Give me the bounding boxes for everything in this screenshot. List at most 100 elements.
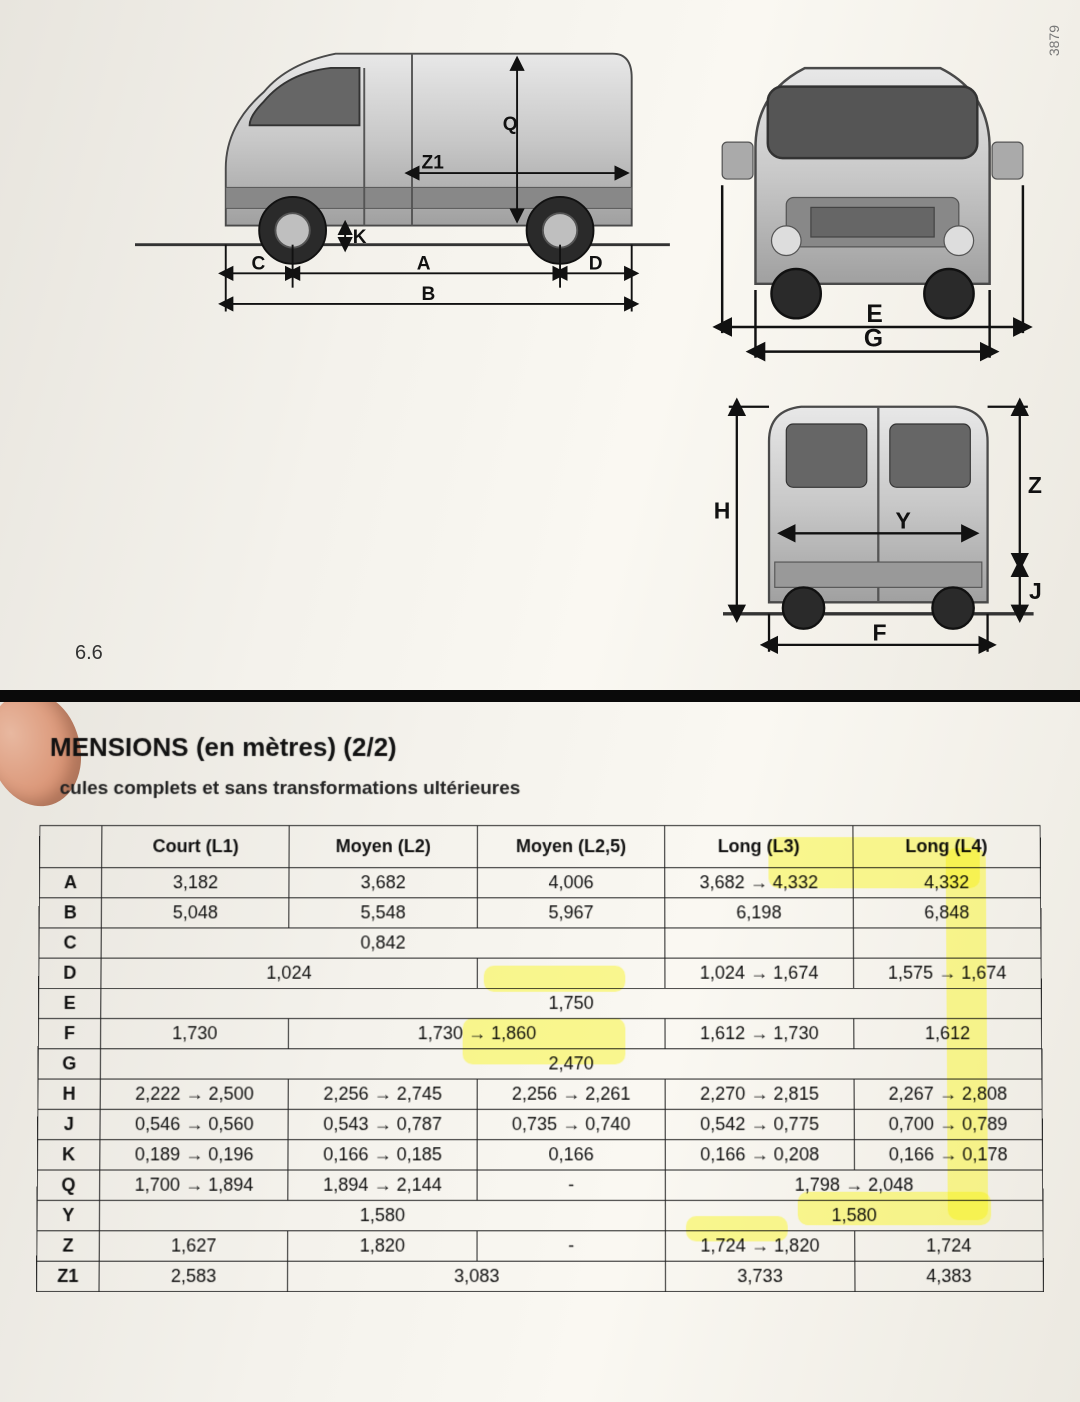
page-number: 6.6 [75, 642, 103, 665]
column-header [40, 826, 102, 868]
table-row: H2,222 → 2,5002,256 → 2,7452,256 → 2,261… [38, 1079, 1042, 1109]
table-cell: 6,848 [853, 898, 1041, 928]
table-cell: 2,270 → 2,815 [665, 1079, 853, 1109]
row-header: B [39, 898, 101, 928]
table-cell: 0,542 → 0,775 [665, 1109, 854, 1139]
table-cell: 5,548 [289, 898, 477, 928]
dim-label-D: D [589, 254, 603, 275]
table-cell: 1,724 → 1,820 [666, 1231, 855, 1261]
table-cell: 0,700 → 0,789 [854, 1109, 1043, 1139]
table-row: F1,7301,730 → 1,8601,612 → 1,7301,612 [38, 1019, 1042, 1049]
dim-label-B: B [422, 284, 436, 305]
table-row: Z1,6271,820-1,724 → 1,8201,724 [37, 1231, 1044, 1261]
table-cell: 2,267 → 2,808 [854, 1079, 1043, 1109]
row-header: J [38, 1109, 101, 1139]
column-header: Moyen (L2,5) [477, 826, 665, 868]
table-cell: 1,612 → 1,730 [665, 1019, 853, 1049]
dim-label-Q: Q [503, 114, 518, 135]
table-cell: 0,166 → 0,178 [854, 1140, 1043, 1170]
table-cell: 3,182 [101, 868, 289, 898]
column-header: Long (L3) [665, 826, 853, 868]
van-front-svg: E G [700, 25, 1045, 370]
table-cell: 0,546 → 0,560 [100, 1109, 289, 1139]
table-cell: 1,612 [853, 1019, 1041, 1049]
table-cell: 1,894 → 2,144 [288, 1170, 477, 1200]
dim-label-C: C [252, 254, 266, 275]
row-header: Z [37, 1231, 100, 1261]
table-cell: 2,256 → 2,261 [477, 1079, 665, 1109]
row-header: Z1 [37, 1261, 100, 1291]
table-row: C0,842 [39, 928, 1041, 958]
table-row: Z12,5833,0833,7334,383 [37, 1261, 1044, 1291]
table-cell: 1,024 [101, 958, 477, 988]
row-header: D [39, 958, 101, 988]
table-cell: 2,470 [100, 1049, 1042, 1079]
row-header: Q [37, 1170, 100, 1200]
row-header: G [38, 1049, 100, 1079]
table-cell: 4,006 [477, 868, 665, 898]
table-cell [477, 958, 665, 988]
van-side-svg: Q Z1 K C A D [135, 25, 670, 340]
table-cell: 0,543 → 0,787 [288, 1109, 477, 1139]
dim-label-H: H [714, 497, 731, 523]
table-cell: 0,735 → 0,740 [477, 1109, 665, 1139]
table-cell: 1,798 → 2,048 [665, 1170, 1042, 1200]
table-cell: 1,575 → 1,674 [853, 958, 1041, 988]
table-row: E1,750 [38, 988, 1041, 1018]
dim-label-Z: Z [1028, 472, 1042, 498]
table-cell: 1,724 [854, 1231, 1043, 1261]
table-cell: 1,627 [99, 1231, 288, 1261]
table-subtitle: cules complets et sans transformations u… [60, 778, 1041, 800]
table-row: Y1,5801,580 [37, 1200, 1043, 1230]
diagram-area: Q Z1 K C A D [15, 15, 1065, 677]
table-row: K0,189 → 0,1960,166 → 0,1850,1660,166 → … [37, 1140, 1042, 1170]
table-row: A3,1823,6824,0063,682 → 4,3324,332 [39, 868, 1040, 898]
table-cell: 0,166 [477, 1140, 666, 1170]
table-row: G2,470 [38, 1049, 1042, 1079]
table-cell: 0,166 → 0,185 [288, 1140, 477, 1170]
row-header: K [37, 1140, 100, 1170]
table-cell: 1,730 [101, 1019, 289, 1049]
row-header: F [38, 1019, 100, 1049]
side-page-number: 3879 [1046, 25, 1062, 56]
table-cell: 1,730 → 1,860 [289, 1019, 665, 1049]
table-cell: 4,383 [854, 1261, 1043, 1291]
table-row: Q1,700 → 1,8941,894 → 2,144-1,798 → 2,04… [37, 1170, 1043, 1200]
table-cell: 1,820 [288, 1231, 477, 1261]
table-cell: 1,700 → 1,894 [100, 1170, 289, 1200]
row-header: H [38, 1079, 101, 1109]
table-cell: 3,682 → 4,332 [665, 868, 853, 898]
table-cell: 1,024 → 1,674 [665, 958, 853, 988]
page-table: MENSIONS (en mètres) (2/2) cules complet… [0, 702, 1080, 1402]
dim-label-K: K [353, 227, 367, 248]
van-rear-svg: H Z J Y F [700, 378, 1045, 677]
table-cell: 1,580 [99, 1200, 665, 1230]
page-diagrams: 3879 [0, 0, 1080, 690]
table-cell: 3,083 [288, 1261, 666, 1291]
table-row: D1,024 1,024 → 1,6741,575 → 1,674 [39, 958, 1042, 988]
table-cell: 2,256 → 2,745 [289, 1079, 477, 1109]
table-cell: 0,842 [101, 928, 665, 958]
table-row: B5,0485,5485,9676,1986,848 [39, 898, 1041, 928]
row-header: A [39, 868, 101, 898]
table-cell [853, 928, 1041, 958]
table-cell: - [477, 1231, 666, 1261]
table-cell: - [477, 1170, 666, 1200]
row-header: C [39, 928, 101, 958]
dim-label-F: F [872, 619, 886, 645]
column-header: Moyen (L2) [289, 826, 477, 868]
table-title: MENSIONS (en mètres) (2/2) [50, 732, 1040, 763]
table-cell: 1,750 [101, 988, 1042, 1018]
dim-label-J: J [1029, 578, 1042, 604]
dim-label-E: E [866, 301, 882, 328]
table-cell: 5,048 [101, 898, 289, 928]
row-header: Y [37, 1200, 100, 1230]
dimensions-table: Court (L1)Moyen (L2)Moyen (L2,5)Long (L3… [36, 825, 1044, 1292]
column-header: Court (L1) [102, 826, 290, 868]
row-header: E [38, 988, 100, 1018]
table-cell: 3,733 [666, 1261, 855, 1291]
table-cell: 4,332 [853, 868, 1041, 898]
table-cell: 3,682 [289, 868, 477, 898]
dim-label-A: A [417, 254, 431, 275]
dims-table-wrap: Court (L1)Moyen (L2)Moyen (L2,5)Long (L3… [36, 825, 1044, 1292]
